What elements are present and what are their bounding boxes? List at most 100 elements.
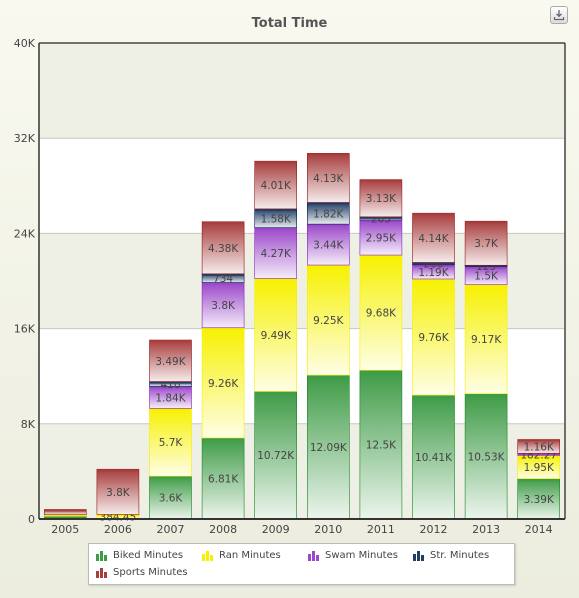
data-label: 10.41K <box>415 452 453 464</box>
bar-segment[interactable] <box>306 264 350 376</box>
bar-segment-cap <box>517 453 560 456</box>
bar-segment-cap <box>465 265 508 267</box>
bar-series-icon <box>96 568 107 578</box>
chart-legend: Biked Minutes Ran Minutes Swam Minutes Str.… <box>88 543 515 585</box>
bar-segment[interactable] <box>412 212 455 263</box>
x-tick-label: 2008 <box>209 523 237 536</box>
legend-item-biked-minutes[interactable]: Biked Minutes <box>95 549 183 563</box>
bar-segment-cap <box>254 278 297 281</box>
bar-segment[interactable] <box>254 278 297 392</box>
bar-segment[interactable] <box>201 327 245 439</box>
bar-segment[interactable] <box>149 475 192 520</box>
bar-segment-cap <box>307 265 350 268</box>
bar-segment[interactable] <box>254 391 297 520</box>
x-tick-label: 2009 <box>262 523 290 536</box>
bar-segment[interactable] <box>201 282 245 329</box>
bar-segment-cap <box>359 216 402 219</box>
data-label: 1.82K <box>313 208 344 220</box>
bar-segment-cap <box>202 437 245 440</box>
bar-segment[interactable] <box>464 393 508 520</box>
bar-segment-cap <box>254 161 297 164</box>
bar-segment[interactable] <box>149 339 192 382</box>
data-label: 9.17K <box>471 334 502 346</box>
data-label: 12.5K <box>366 440 397 452</box>
bar-series-icon <box>413 551 424 561</box>
bar-series-icon <box>96 551 107 561</box>
y-tick-label: 40K <box>14 37 36 50</box>
data-label: 1.84K <box>155 392 186 404</box>
x-tick-label: 2010 <box>314 523 342 536</box>
data-label: 9.49K <box>261 330 292 342</box>
bar-segment[interactable] <box>359 254 403 371</box>
bar-segment[interactable] <box>412 394 455 520</box>
bar-segment-cap <box>44 514 87 517</box>
x-tick-label: 2006 <box>104 523 132 536</box>
data-label: 9.68K <box>366 308 397 320</box>
bar-series-icon <box>308 551 319 561</box>
x-tick-label: 2014 <box>525 523 553 536</box>
bar-stack-2005 <box>43 509 87 520</box>
bar-segment[interactable] <box>306 153 350 203</box>
x-tick-label: 2005 <box>51 523 79 536</box>
bar-segment-cap <box>412 395 455 398</box>
y-tick-label: 24K <box>14 227 36 240</box>
bar-segment-cap <box>412 278 455 281</box>
bar-segment[interactable] <box>254 227 297 279</box>
bar-segment[interactable] <box>464 284 508 394</box>
legend-item-str-minutes[interactable]: Str. Minutes <box>412 549 489 563</box>
legend-item-swam-minutes[interactable]: Swam Minutes <box>307 549 398 563</box>
legend-item-ran-minutes[interactable]: Ran Minutes <box>201 549 281 563</box>
bar-segment-cap <box>412 213 455 216</box>
bar-segment[interactable] <box>201 221 245 275</box>
bar-segment-cap <box>44 509 87 512</box>
bar-segment-cap <box>307 202 350 205</box>
bar-segment[interactable] <box>306 223 350 266</box>
data-label: 9.76K <box>418 332 449 344</box>
legend-item-sports-minutes[interactable]: Sports Minutes <box>95 566 188 580</box>
data-label: 3.6K <box>159 493 184 505</box>
x-tick-label: 2013 <box>472 523 500 536</box>
bar-segment-cap <box>465 221 508 224</box>
legend-label: Ran Minutes <box>219 550 281 561</box>
bar-segment-cap <box>254 391 297 394</box>
y-tick-label: 32K <box>14 132 36 145</box>
bar-series-icon <box>202 551 213 561</box>
bar-segment-cap <box>44 516 87 519</box>
data-label: 1.19K <box>418 267 449 279</box>
bar-segment-cap <box>149 381 192 384</box>
data-label: 4.13K <box>313 173 344 185</box>
bar-segment[interactable] <box>306 374 350 520</box>
data-label: 4.01K <box>261 180 292 192</box>
bar-segment-cap <box>412 262 455 265</box>
bar-segment[interactable] <box>254 160 297 210</box>
data-label: 3.7K <box>474 238 499 250</box>
legend-label: Biked Minutes <box>113 550 184 561</box>
legend-label: Swam Minutes <box>325 550 398 561</box>
bar-stack-2010: 12.09K 9.25K 3.44K 1.82K 4.13K <box>306 153 350 520</box>
export-button[interactable] <box>550 6 568 24</box>
bar-segment[interactable] <box>517 478 561 520</box>
bar-segment-cap <box>96 514 139 517</box>
data-label: 10.53K <box>468 451 506 463</box>
data-label: 2.95K <box>366 233 397 245</box>
y-tick-label: 8K <box>21 418 36 431</box>
data-label: 410 <box>160 379 180 391</box>
bar-segment-cap <box>517 439 560 442</box>
bar-segment[interactable] <box>96 468 140 515</box>
bar-segment[interactable] <box>412 278 455 396</box>
data-label: 3.8K <box>211 300 236 312</box>
data-label: 6.81K <box>208 473 239 485</box>
x-tick-label: 2007 <box>157 523 185 536</box>
bar-segment[interactable] <box>464 220 508 266</box>
bar-segment-cap <box>307 224 350 227</box>
y-tick-label: 0 <box>28 513 35 526</box>
bar-stack-2009: 10.72K 9.49K 4.27K 1.58K 4.01K <box>254 160 297 520</box>
bar-segment[interactable] <box>201 437 245 520</box>
x-tick-label: 2011 <box>367 523 395 536</box>
data-label: 4.14K <box>418 233 449 245</box>
bar-segment-cap <box>202 273 245 276</box>
